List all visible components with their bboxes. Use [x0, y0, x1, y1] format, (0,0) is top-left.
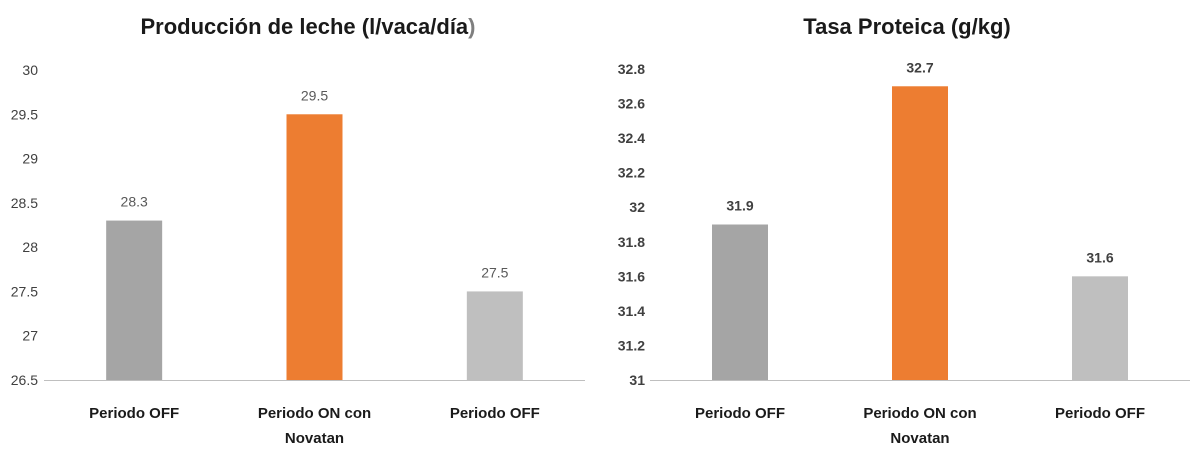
chart-title: Tasa Proteica (g/kg) [803, 14, 1010, 39]
y-tick-label: 28 [22, 239, 38, 255]
x-category-label: Periodo ON con Novatan [258, 405, 371, 447]
data-label: 31.9 [726, 198, 753, 214]
data-label: 27.5 [481, 264, 508, 280]
y-tick-label: 30 [22, 62, 38, 78]
x-category-label: Periodo OFF [695, 405, 785, 422]
y-tick-label: 32.6 [618, 96, 645, 112]
x-category-label: Periodo OFF [1055, 405, 1145, 422]
y-tick-label: 31.6 [618, 268, 645, 284]
bar [1072, 276, 1128, 380]
y-tick-label: 31.2 [618, 337, 645, 353]
y-tick-label: 29.5 [11, 106, 38, 122]
bar [712, 224, 768, 380]
data-label: 31.6 [1086, 249, 1113, 265]
y-tick-label: 32.2 [618, 165, 645, 181]
y-tick-label: 28.5 [11, 195, 38, 211]
bar [106, 220, 163, 380]
y-tick-label: 32 [629, 199, 645, 215]
x-category-label: Periodo ON con Novatan [863, 405, 976, 447]
chart-title: Producción de leche (l/vaca/día) [141, 14, 476, 39]
y-tick-label: 31.4 [618, 303, 645, 319]
bar [466, 291, 523, 380]
milk-production-chart: Producción de leche (l/vaca/día) 26.5 27 27… [11, 14, 585, 447]
data-label: 29.5 [301, 87, 328, 103]
y-tick-label: 27 [22, 328, 38, 344]
x-category-label: Periodo OFF [89, 405, 179, 422]
y-tick-label: 32.8 [618, 61, 645, 77]
y-tick-label: 31 [629, 372, 645, 388]
x-category-label: Periodo OFF [450, 405, 540, 422]
data-label: 28.3 [121, 194, 148, 210]
y-tick-label: 32.4 [618, 130, 645, 146]
y-tick-label: 31.8 [618, 234, 645, 250]
bar [286, 114, 343, 381]
y-tick-label: 29 [22, 151, 38, 167]
bar [892, 86, 948, 381]
y-tick-label: 27.5 [11, 283, 38, 299]
protein-rate-chart: Tasa Proteica (g/kg) 31 31.2 31.4 31.6 31.8 32… [618, 14, 1190, 447]
y-tick-label: 26.5 [11, 372, 38, 388]
data-label: 32.7 [906, 59, 933, 75]
